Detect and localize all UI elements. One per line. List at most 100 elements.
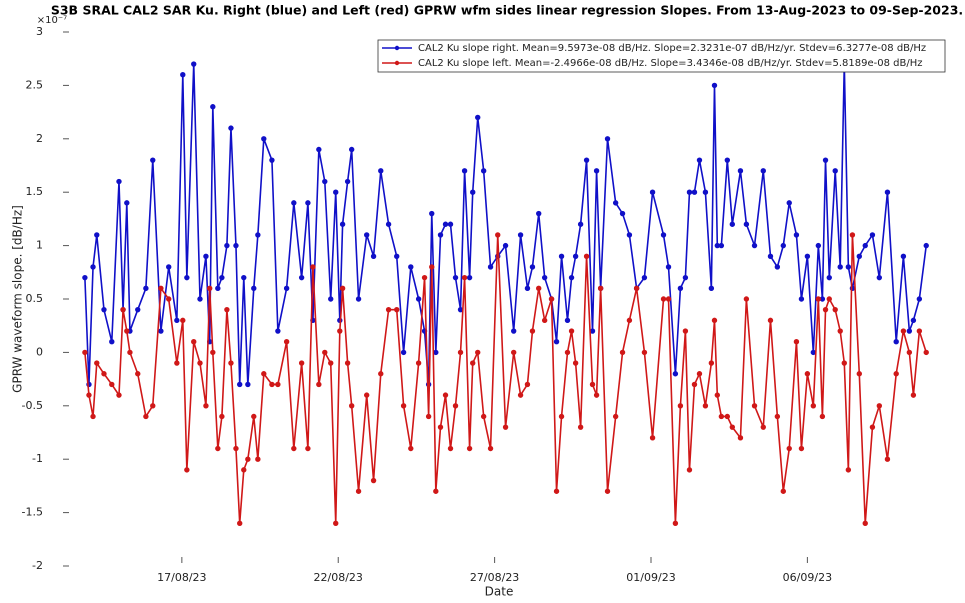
- data-point: [378, 168, 384, 174]
- data-point: [191, 61, 197, 67]
- data-point: [524, 381, 531, 388]
- data-point: [502, 242, 509, 249]
- data-point: [269, 381, 275, 388]
- data-point: [245, 381, 251, 388]
- data-point: [724, 413, 731, 420]
- data-point: [339, 221, 346, 227]
- data-point: [385, 221, 392, 227]
- data-point: [298, 360, 305, 366]
- data-point: [197, 360, 203, 366]
- data-point: [408, 445, 414, 452]
- data-point: [837, 328, 843, 334]
- data-point: [461, 274, 468, 281]
- data-point: [793, 232, 800, 238]
- data-point: [724, 157, 731, 163]
- data-point: [150, 157, 156, 163]
- data-point: [487, 445, 494, 452]
- data-point: [774, 413, 781, 420]
- data-point: [166, 296, 172, 302]
- data-point: [316, 381, 322, 388]
- y-multiplier: ×10⁻⁷: [37, 15, 67, 26]
- data-point: [283, 285, 290, 292]
- y-tick-label: -0.5: [22, 399, 43, 412]
- data-point: [370, 477, 377, 484]
- data-point: [237, 520, 243, 526]
- data-point: [553, 488, 560, 494]
- data-point: [737, 168, 744, 174]
- data-point: [305, 445, 311, 452]
- data-point: [619, 349, 626, 356]
- data-point: [862, 242, 868, 249]
- data-point: [127, 349, 133, 356]
- data-point: [461, 168, 468, 174]
- data-point: [743, 296, 750, 302]
- data-point: [437, 424, 444, 430]
- data-point: [780, 488, 786, 494]
- data-point: [291, 445, 297, 452]
- data-point: [510, 328, 517, 334]
- data-point: [665, 264, 672, 270]
- data-point: [101, 306, 107, 313]
- data-point: [665, 296, 672, 302]
- data-point: [433, 488, 439, 494]
- data-point: [826, 274, 832, 281]
- data-point: [869, 232, 876, 238]
- data-point: [767, 317, 774, 324]
- data-point: [708, 285, 715, 292]
- x-tick-label: 01/09/23: [626, 571, 675, 584]
- data-point: [906, 349, 913, 356]
- data-point: [804, 253, 811, 259]
- data-point: [429, 264, 435, 270]
- data-point: [900, 328, 907, 334]
- data-point: [355, 488, 362, 494]
- y-tick-label: -1: [32, 452, 43, 465]
- data-point: [845, 264, 852, 270]
- data-point: [191, 339, 197, 345]
- data-point: [124, 328, 130, 334]
- data-point: [826, 296, 832, 302]
- data-point: [612, 200, 619, 206]
- data-point: [363, 392, 370, 398]
- data-point: [251, 413, 257, 420]
- data-point: [577, 221, 584, 227]
- data-point: [641, 274, 648, 281]
- data-point: [604, 488, 611, 494]
- data-point: [558, 253, 565, 259]
- data-point: [696, 157, 703, 163]
- data-point: [150, 403, 156, 409]
- data-point: [524, 285, 531, 292]
- data-point: [856, 253, 863, 259]
- data-point: [837, 264, 843, 270]
- data-point: [793, 339, 800, 345]
- data-point: [502, 424, 509, 430]
- data-point: [94, 360, 100, 366]
- data-point: [433, 349, 439, 356]
- data-point: [241, 467, 247, 473]
- data-point: [215, 285, 221, 292]
- data-point: [849, 232, 856, 238]
- data-point: [425, 413, 432, 420]
- data-point: [197, 296, 203, 302]
- data-point: [180, 72, 186, 78]
- data-point: [729, 424, 736, 430]
- data-point: [283, 339, 290, 345]
- data-point: [672, 520, 679, 526]
- data-point: [815, 296, 822, 302]
- y-tick-label: -2: [32, 559, 43, 572]
- data-point: [241, 274, 247, 281]
- data-point: [90, 264, 96, 270]
- data-point: [495, 232, 501, 238]
- data-point: [786, 445, 792, 452]
- data-point: [120, 306, 126, 313]
- data-point: [810, 349, 817, 356]
- data-point: [686, 189, 693, 195]
- x-axis-label: Date: [485, 585, 514, 599]
- data-point: [568, 274, 575, 281]
- data-point: [101, 371, 107, 377]
- data-point: [589, 328, 596, 334]
- data-point: [310, 264, 316, 270]
- y-tick-label: -1.5: [22, 506, 43, 519]
- data-point: [604, 136, 611, 142]
- data-point: [589, 381, 596, 388]
